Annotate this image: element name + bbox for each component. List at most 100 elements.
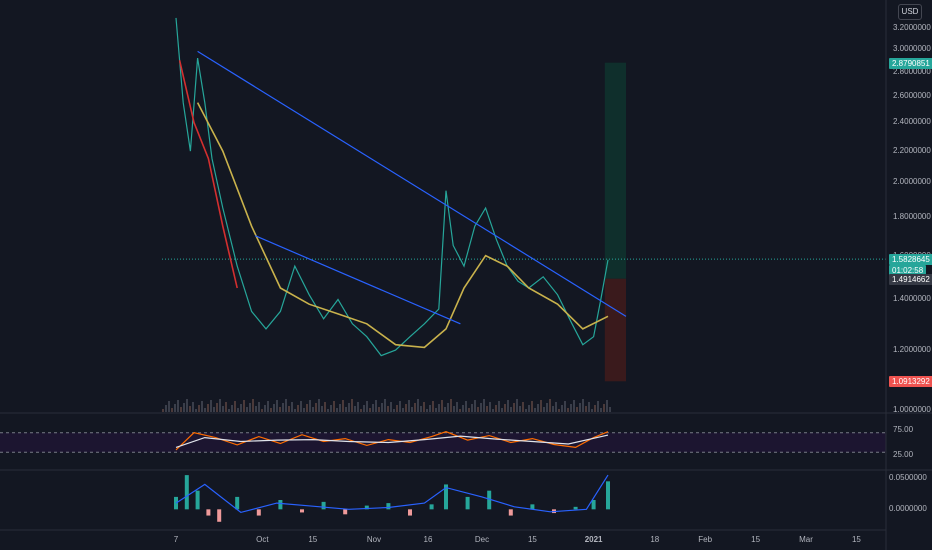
histogram-bar xyxy=(217,509,222,522)
histogram-bar xyxy=(321,501,326,510)
volume-bar xyxy=(459,409,461,412)
volume-bar xyxy=(183,403,185,412)
volume-bar xyxy=(414,403,416,412)
price-tick-label: 3.2000000 xyxy=(893,23,931,32)
price-tag: 1.4914662 xyxy=(889,273,932,285)
volume-bar xyxy=(228,409,230,412)
volume-bar xyxy=(507,400,509,412)
volume-bars xyxy=(162,399,611,412)
volume-bar xyxy=(483,399,485,412)
volume-bar xyxy=(303,408,305,412)
volume-bar xyxy=(396,405,398,412)
position-stop-zone xyxy=(604,278,626,382)
price-tag: 1.0913292 xyxy=(889,376,932,388)
volume-bar xyxy=(579,403,581,412)
volume-bar xyxy=(234,401,236,412)
volume-bar xyxy=(600,408,602,412)
volume-bar xyxy=(438,404,440,412)
volume-bar xyxy=(276,400,278,412)
volume-bar xyxy=(591,409,593,412)
volume-bar xyxy=(510,407,512,412)
volume-bar xyxy=(405,404,407,412)
price-tick-label: 1.0000000 xyxy=(893,405,931,414)
histogram-bar xyxy=(573,506,578,510)
volume-bar xyxy=(306,404,308,412)
volume-bar xyxy=(219,399,221,412)
volume-bar xyxy=(549,399,551,412)
volume-bar xyxy=(375,400,377,412)
date-tick-label: Mar xyxy=(799,535,813,544)
volume-bar xyxy=(195,409,197,412)
date-tick-label: 7 xyxy=(173,535,179,544)
volume-bar xyxy=(177,400,179,412)
volume-bar xyxy=(240,404,242,412)
histogram-bar xyxy=(386,503,391,510)
volume-bar xyxy=(417,399,419,412)
histogram-bar xyxy=(508,509,513,516)
volume-bar xyxy=(315,403,317,412)
histogram-pane xyxy=(174,474,610,522)
volume-bar xyxy=(342,400,344,412)
volume-bar xyxy=(573,400,575,412)
histogram-bar xyxy=(235,496,240,510)
volume-bar xyxy=(297,405,299,412)
trendline-2 xyxy=(254,235,461,325)
histogram-bar xyxy=(364,505,369,510)
volume-bar xyxy=(432,401,434,412)
volume-bar xyxy=(285,399,287,412)
volume-bar xyxy=(279,407,281,412)
volume-bar xyxy=(603,404,605,412)
volume-bar xyxy=(300,401,302,412)
volume-bar xyxy=(441,400,443,412)
volume-bar xyxy=(384,399,386,412)
volume-bar xyxy=(576,407,578,412)
volume-bar xyxy=(537,404,539,412)
volume-bar xyxy=(408,400,410,412)
volume-bar xyxy=(585,406,587,412)
volume-bar xyxy=(192,402,194,412)
date-tick-label: 16 xyxy=(423,535,433,544)
price-tag: 01:02:58 xyxy=(889,265,927,277)
position-profit-zone xyxy=(604,62,626,279)
volume-bar xyxy=(387,406,389,412)
volume-bar xyxy=(288,406,290,412)
series-ma-long xyxy=(196,102,609,349)
histogram-bar xyxy=(206,509,211,516)
volume-bar xyxy=(528,405,530,412)
volume-bar xyxy=(486,406,488,412)
volume-bar xyxy=(423,402,425,412)
histogram-bar xyxy=(444,484,448,510)
volume-bar xyxy=(165,405,167,412)
volume-bar xyxy=(465,401,467,412)
volume-bar xyxy=(198,405,200,412)
price-tick-label: 1.4000000 xyxy=(893,294,931,304)
oscillator-tick-label: 25.00 xyxy=(893,449,914,459)
volume-bar xyxy=(273,404,275,412)
volume-bar xyxy=(291,402,293,412)
series-price xyxy=(175,17,609,357)
volume-bar xyxy=(411,407,413,412)
volume-bar xyxy=(348,403,350,412)
volume-bar xyxy=(255,406,257,412)
histogram-bar xyxy=(278,500,283,510)
volume-bar xyxy=(447,403,449,412)
volume-bar xyxy=(480,403,482,412)
price-tick-label: 2.4000000 xyxy=(893,117,931,127)
histogram-bar xyxy=(195,490,200,510)
volume-bar xyxy=(324,402,326,412)
date-tick-label: 15 xyxy=(851,535,861,544)
series-signal xyxy=(175,434,609,448)
volume-bar xyxy=(321,406,323,412)
volume-bar xyxy=(225,402,227,412)
volume-bar xyxy=(606,400,608,412)
volume-bar xyxy=(354,406,356,412)
price-tag: 1.5828645 xyxy=(889,254,932,266)
currency-button[interactable]: USD xyxy=(898,4,922,20)
histogram-bar xyxy=(606,481,610,510)
volume-bar xyxy=(336,408,338,412)
volume-bar xyxy=(540,400,542,412)
volume-bar xyxy=(450,399,452,412)
volume-bar xyxy=(231,405,233,412)
